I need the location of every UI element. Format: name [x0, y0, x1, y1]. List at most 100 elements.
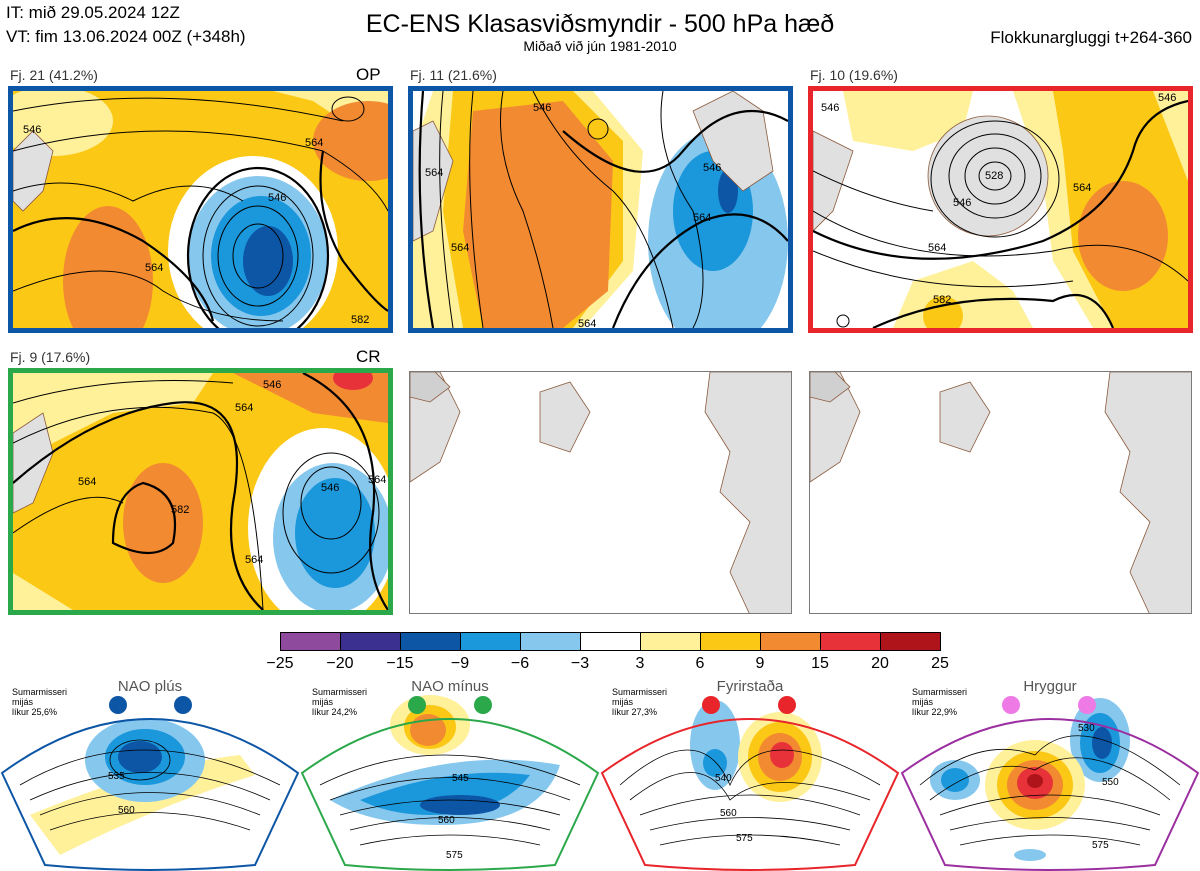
regime-nao-minus-info: Sumarmisseri mijás líkur 24,2% — [312, 687, 368, 717]
regime-blocking-contour-label-3: 575 — [736, 833, 753, 844]
regime-blocking-dot-1 — [702, 696, 720, 714]
page-title: EC-ENS Klasasviðsmyndir - 500 hPa hæð — [365, 10, 835, 38]
empty-panel-1 — [409, 371, 792, 614]
cluster-2-contour-label-1: 564 — [425, 167, 443, 179]
colorbar-tick-label: −20 — [326, 655, 354, 672]
cluster-4-contour-label-4: 582 — [171, 504, 189, 516]
colorbar-segment — [880, 632, 941, 651]
regime-nao-minus-dot-1 — [408, 696, 426, 714]
cluster-3-map[interactable]: 546 528 546 564 564 582 546 — [808, 86, 1193, 333]
cluster-3-contour-label-4: 564 — [928, 242, 946, 254]
cluster-2-contour-label-5: 546 — [703, 162, 721, 174]
colorbar-tick-label: 15 — [811, 655, 829, 672]
cluster-1-map[interactable]: 546 564 564 546 582 — [8, 86, 393, 333]
cluster-window-label: Flokkunargluggi t+264-360 — [990, 28, 1192, 47]
colorbar-segment — [460, 632, 521, 651]
colorbar-tick-label: 9 — [755, 655, 765, 672]
empty-panel-2-map — [810, 372, 1191, 613]
cluster-1-contour-label-2: 564 — [145, 262, 163, 274]
cluster-2-field: 564 564 546 564 546 564 — [413, 91, 788, 328]
cluster-2-contour-label-4: 564 — [693, 212, 711, 224]
colorbar-segment — [340, 632, 401, 651]
cluster-4-label: Fj. 9 (17.6%) — [10, 349, 91, 365]
cluster-2-label: Fj. 11 (21.6%) — [410, 67, 497, 83]
regime-blocking-dot-2 — [778, 696, 796, 714]
regime-blocking-map: 540 560 575 — [600, 696, 900, 871]
regime-nao-plus-map: 535 560 — [0, 696, 300, 871]
empty-panel-1-map — [410, 372, 791, 613]
colorbar-segment — [580, 632, 641, 651]
colorbar-tick-label: −9 — [450, 655, 470, 672]
colorbar-segment — [520, 632, 581, 651]
regime-ridge-contour-label-3: 575 — [1092, 840, 1109, 851]
regime-nao-plus-dot-2 — [174, 696, 192, 714]
cluster-3-contour-label-6: 582 — [933, 294, 951, 306]
cluster-4-contour-label-1: 546 — [263, 379, 281, 391]
cluster-1-field: 546 564 564 546 582 — [13, 91, 388, 328]
regime-ridge-dot-1 — [1002, 696, 1020, 714]
regime-nao-minus-dot-2 — [474, 696, 492, 714]
empty-panel-2 — [809, 371, 1192, 614]
colorbar-segment — [820, 632, 881, 651]
cluster-3-contour-label-3: 546 — [953, 197, 971, 209]
regime-nao-plus[interactable]: 535 560 NAO plús Sumarmisseri mijás líkur … — [0, 675, 300, 871]
regime-nao-plus-info: Sumarmisseri mijás líkur 25,6% — [12, 687, 68, 717]
cluster-1-contour-label-5: 582 — [351, 314, 369, 326]
init-time: IT: mið 29.05.2024 12Z — [6, 3, 180, 22]
colorbar-segment — [760, 632, 821, 651]
cluster-4-contour-label-5: 546 — [321, 482, 339, 494]
regime-nao-plus-contour-label-1: 535 — [108, 771, 125, 782]
regime-blocking-info: Sumarmisseri mijás líkur 27,3% — [612, 687, 668, 717]
cluster-2-map[interactable]: 564 564 546 564 546 564 — [408, 86, 793, 333]
cluster-4-map[interactable]: 546 564 564 582 546 564 564 — [8, 368, 393, 615]
colorbar-tick-label: 6 — [695, 655, 705, 672]
colorbar-tick-label: −6 — [510, 655, 530, 672]
cluster-2-contour-label-6: 564 — [578, 318, 596, 328]
regime-ridge-contour-label-2: 550 — [1102, 777, 1119, 788]
colorbar-segment — [400, 632, 461, 651]
colorbar-tick-label: 3 — [635, 655, 645, 672]
regime-nao-plus-contour-label-2: 560 — [118, 805, 135, 816]
cluster-4-field: 546 564 564 582 546 564 564 — [13, 373, 388, 610]
colorbar-tick-label: −3 — [570, 655, 590, 672]
regime-nao-minus[interactable]: 545 560 575 NAO mínus Sumarmisseri mijás l… — [300, 675, 600, 871]
regime-nao-minus-map: 545 560 575 — [300, 695, 600, 871]
regime-blocking-name: Fyrirstaða — [716, 678, 784, 695]
colorbar-segment — [640, 632, 701, 651]
colorbar-tick-label: −15 — [386, 655, 414, 672]
regime-nao-minus-contour-label-1: 545 — [452, 773, 469, 784]
cluster-3-contour-label-2: 528 — [985, 170, 1003, 182]
cluster-1-tag: OP — [356, 65, 381, 84]
colorbar-segment — [280, 632, 341, 651]
colorbar-segment — [700, 632, 761, 651]
cluster-4-contour-label-7: 564 — [368, 474, 386, 486]
cluster-4-contour-label-6: 564 — [245, 554, 263, 566]
cluster-1-contour-label-4: 546 — [268, 192, 286, 204]
colorbar-tick-label: −25 — [266, 655, 294, 672]
regime-nao-minus-name: NAO mínus — [411, 678, 489, 695]
regime-ridge-contour-label-1: 530 — [1078, 723, 1095, 734]
valid-time: VT: fim 13.06.2024 00Z (+348h) — [6, 27, 246, 46]
page-subtitle: Miðað við jún 1981-2010 — [523, 38, 677, 54]
cluster-3-contour-label-7: 546 — [1158, 92, 1176, 104]
regime-nao-plus-name: NAO plús — [117, 678, 183, 695]
regime-ridge-info: Sumarmisseri mijás líkur 22,9% — [912, 687, 968, 717]
regime-blocking-contour-label-2: 560 — [720, 808, 737, 819]
cluster-1-contour-label-3: 564 — [305, 137, 323, 149]
regime-blocking[interactable]: 540 560 575 Fyrirstaða Sumarmisseri mijás… — [600, 675, 900, 871]
regime-nao-minus-contour-label-2: 560 — [438, 815, 455, 826]
regime-ridge[interactable]: 530 550 575 Hryggur Sumarmisseri mijás lík… — [900, 675, 1200, 871]
cluster-3-field: 546 528 546 564 564 582 546 — [813, 91, 1188, 328]
cluster-4-contour-label-3: 564 — [78, 476, 96, 488]
regime-blocking-contour-label-1: 540 — [715, 773, 732, 784]
cluster-2-contour-label-3: 546 — [533, 102, 551, 114]
cluster-2-contour-label-2: 564 — [451, 242, 469, 254]
colorbar-tick-label: 20 — [871, 655, 889, 672]
cluster-1-contour-label-1: 546 — [23, 124, 41, 136]
colorbar-tick-label: 25 — [931, 655, 949, 672]
regime-ridge-map: 530 550 575 — [900, 696, 1200, 871]
cluster-3-label: Fj. 10 (19.6%) — [810, 67, 898, 83]
regime-ridge-name: Hryggur — [1023, 678, 1077, 695]
cluster-1-label: Fj. 21 (41.2%) — [10, 67, 98, 83]
regime-nao-plus-dot-1 — [109, 696, 127, 714]
